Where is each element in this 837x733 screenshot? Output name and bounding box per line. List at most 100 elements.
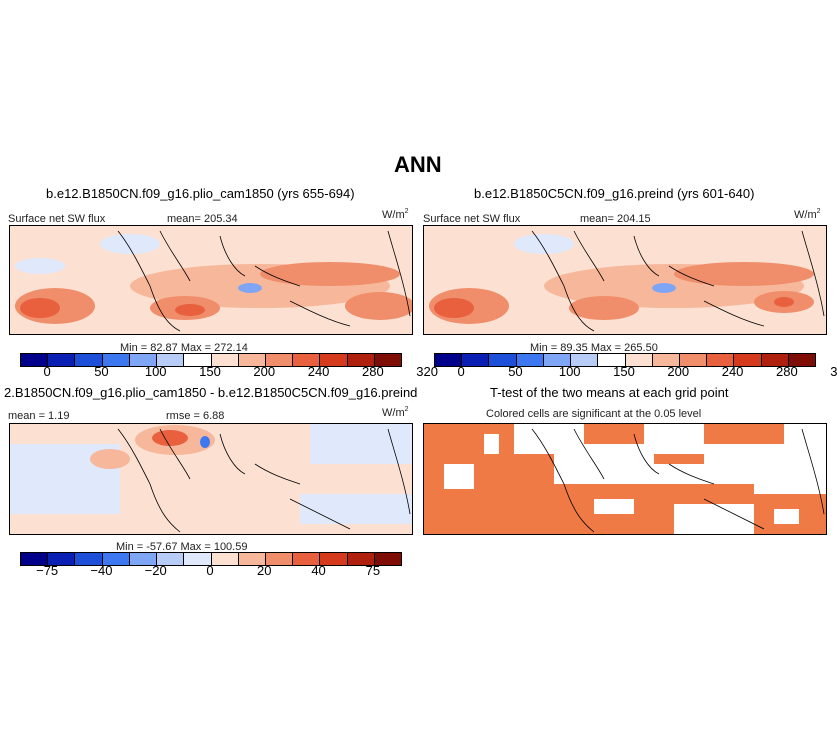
colorbar-tick-label: 100 <box>144 364 167 379</box>
field-band <box>345 292 412 320</box>
colorbar-tick-label: 20 <box>257 563 272 578</box>
field-band <box>90 449 130 469</box>
coastline-arabia <box>159 230 191 282</box>
coastline-africa <box>531 428 595 533</box>
field-band <box>674 262 814 286</box>
coastline-australia <box>703 498 765 530</box>
coastlines <box>531 230 825 332</box>
panel-2-colorbar <box>434 353 816 367</box>
sig-hole <box>444 464 474 489</box>
colorbar-tick-label: 0 <box>43 364 51 379</box>
colorbar-cell <box>21 553 49 565</box>
colorbar-tick-label: 100 <box>558 364 581 379</box>
panel-1-map-svg <box>10 226 412 334</box>
panel-1-units: W/m2 <box>382 208 409 221</box>
panel-1-map <box>9 225 413 335</box>
sig-region <box>514 454 554 534</box>
colorbar-cell <box>543 354 572 366</box>
coastline-arabia <box>573 230 605 282</box>
colorbar-tick-label: 50 <box>508 364 523 379</box>
panel-4-title: T-test of the two means at each grid poi… <box>490 385 729 400</box>
colorbar-cell <box>761 354 789 366</box>
field-band <box>100 234 160 254</box>
main-title: ANN <box>394 152 442 177</box>
colorbar-cell <box>320 553 348 565</box>
coastline-america <box>387 428 411 515</box>
panel-3-colorbar <box>20 552 402 566</box>
panel-2-minmax: Min = 89.35 Max = 265.50 <box>530 342 658 354</box>
colorbar-cell <box>129 354 158 366</box>
colorbar-tick-label: 50 <box>94 364 109 379</box>
coastline-india <box>219 235 246 277</box>
field-band <box>20 298 60 318</box>
colorbar-cell <box>707 354 735 366</box>
colorbar-cell <box>598 354 626 366</box>
coastline-america <box>801 428 825 515</box>
panel-1-mean: mean= 205.34 <box>167 213 238 225</box>
panel-3-mean: mean = 1.19 <box>8 410 70 422</box>
colorbar-cell <box>489 354 517 366</box>
coastline-australia <box>289 300 351 327</box>
coastline-america <box>387 230 411 317</box>
panel-1-title: b.e12.B1850CN.f09_g16.plio_cam1850 (yrs … <box>46 186 355 201</box>
colorbar-tick-label: 200 <box>667 364 690 379</box>
colorbar-cell <box>320 354 348 366</box>
field-band <box>260 262 400 286</box>
colorbar-cell <box>347 553 375 565</box>
heat-field <box>429 234 814 324</box>
colorbar-cell <box>102 354 130 366</box>
colorbar-tick-label: −75 <box>36 563 59 578</box>
colorbar-tick-label: 240 <box>721 364 744 379</box>
colorbar-cell <box>625 354 653 366</box>
sig-hole <box>594 499 634 514</box>
coastline-australia <box>703 300 765 327</box>
panel-2-map <box>423 225 827 335</box>
field-band <box>774 297 794 307</box>
coastline-africa <box>117 230 181 332</box>
coastlines <box>117 230 411 332</box>
coastline-maritime <box>254 265 301 287</box>
colorbar-cell <box>48 553 76 565</box>
coastline-australia <box>289 498 351 530</box>
colorbar-tick-label: 0 <box>457 364 465 379</box>
coastline-india <box>633 433 660 475</box>
coastline-arabia <box>573 428 605 480</box>
coastline-india <box>633 235 660 277</box>
colorbar-tick-label: 320 <box>416 364 438 379</box>
colorbar-cell <box>435 354 463 366</box>
colorbar-tick-label: 200 <box>253 364 276 379</box>
colorbar-cell <box>652 354 680 366</box>
colorbar-cell <box>571 354 599 366</box>
colorbar-cell <box>293 354 321 366</box>
field-band <box>652 283 676 293</box>
panel-3-title: 2.B1850CN.f09_g16.plio_cam1850 - b.e12.B… <box>4 385 418 400</box>
colorbar-cell <box>129 553 158 565</box>
colorbar-cell <box>293 553 321 565</box>
colorbar-cell <box>265 354 294 366</box>
colorbar-tick-label: −40 <box>90 563 113 578</box>
coastline-maritime <box>254 463 301 485</box>
colorbar-cell <box>788 354 816 366</box>
colorbar-cell <box>238 553 266 565</box>
coastline-africa <box>531 230 595 332</box>
panel-3-units: W/m2 <box>382 406 409 419</box>
field-band <box>200 436 210 448</box>
colorbar-cell <box>265 553 294 565</box>
colorbar-cell <box>734 354 762 366</box>
sig-hole <box>484 434 499 454</box>
panel-2-mean: mean= 204.15 <box>580 213 651 225</box>
colorbar-cell <box>184 553 212 565</box>
colorbar-cell <box>374 553 402 565</box>
coastline-africa <box>117 428 181 533</box>
colorbar-tick-label: 40 <box>311 563 326 578</box>
colorbar-cell <box>462 354 490 366</box>
panel-2-units: W/m2 <box>794 208 821 221</box>
colorbar-tick-label: 0 <box>206 563 214 578</box>
colorbar-cell <box>374 354 402 366</box>
sig-region <box>674 484 754 504</box>
colorbar-tick-label: 320 <box>830 364 837 379</box>
heat-field <box>10 424 412 524</box>
field-band <box>175 304 205 316</box>
colorbar-tick-label: 280 <box>361 364 384 379</box>
colorbar-cell <box>157 553 185 565</box>
